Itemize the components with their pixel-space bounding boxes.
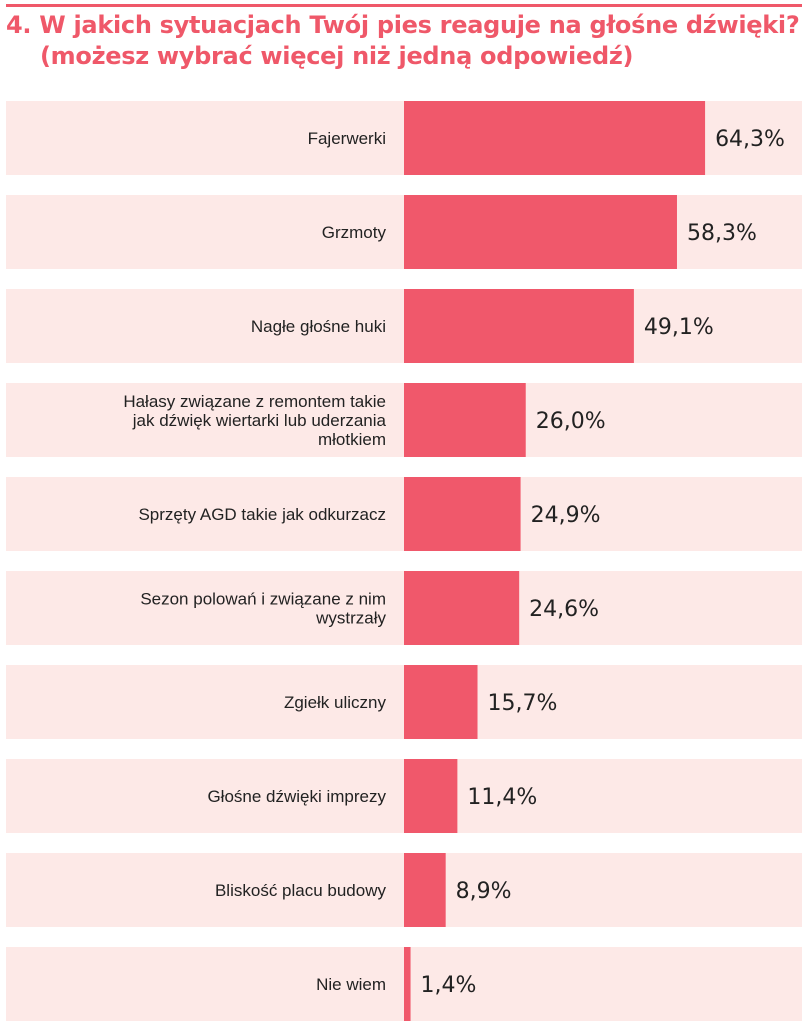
title-rule [6, 4, 802, 7]
value-label: 58,3% [687, 221, 757, 246]
bar [404, 665, 478, 739]
bar [404, 759, 458, 833]
category-label: Fajerwerki [308, 129, 386, 148]
chart-subtitle: (możesz wybrać więcej niż jedną odpowied… [40, 42, 634, 70]
bar [404, 383, 526, 457]
bar [404, 195, 677, 269]
bar [404, 101, 706, 175]
value-label: 11,4% [467, 785, 537, 810]
value-label: 24,6% [529, 597, 599, 622]
category-label: Nie wiem [316, 975, 386, 994]
category-label: Grzmoty [322, 223, 387, 242]
value-label: 26,0% [536, 409, 606, 434]
category-label: Bliskość placu budowy [215, 881, 387, 900]
category-label: Sprzęty AGD takie jak odkurzacz [138, 505, 386, 524]
value-label: 64,3% [715, 127, 785, 152]
value-label: 15,7% [488, 691, 558, 716]
bar [404, 289, 634, 363]
category-label: Nagłe głośne huki [251, 317, 386, 336]
category-label: Głośne dźwięki imprezy [207, 787, 386, 806]
value-label: 8,9% [456, 879, 512, 904]
bar [404, 571, 520, 645]
chart-title: 4. W jakich sytuacjach Twój pies reaguje… [6, 10, 802, 72]
category-label: Sezon polowań i związane z nim wystrzały [140, 590, 386, 628]
bar [404, 853, 446, 927]
value-label: 1,4% [421, 973, 477, 998]
value-label: 49,1% [644, 315, 714, 340]
title-text: 4. W jakich sytuacjach Twój pies reaguje… [6, 11, 800, 39]
bar [404, 947, 411, 1021]
value-label: 24,9% [531, 503, 601, 528]
bar [404, 477, 521, 551]
category-label: Zgiełk uliczny [284, 693, 387, 712]
category-label: Hałasy związane z remontem takie jak dźwi… [123, 392, 386, 449]
